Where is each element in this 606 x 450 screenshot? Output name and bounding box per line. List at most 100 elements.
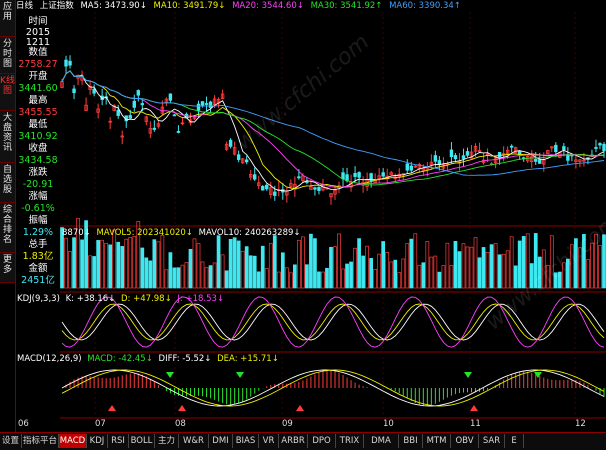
month-label: 07 <box>95 419 106 429</box>
nav-ranking[interactable]: 综合排名 <box>0 203 15 253</box>
tab-e[interactable]: E <box>505 434 524 448</box>
volume-bar <box>188 249 193 289</box>
volume-bar <box>288 272 293 289</box>
nav-kline[interactable]: K线图 <box>0 74 15 111</box>
candle-body <box>240 158 245 164</box>
info-year: 2015 <box>25 27 51 38</box>
candle-body <box>333 189 337 195</box>
volume-bar <box>566 258 570 289</box>
tab-rsi[interactable]: RSI <box>108 434 129 448</box>
kline-chart-area[interactable] <box>60 0 606 432</box>
volume-bar <box>405 243 410 289</box>
nav-app[interactable]: 应用 <box>0 0 15 37</box>
volume-bar <box>441 265 446 289</box>
candle-body <box>248 174 253 178</box>
symbol-name: 上证指数 <box>39 1 74 11</box>
candle-body <box>128 115 132 119</box>
macd-line <box>61 369 605 407</box>
tab--[interactable]: 设置 <box>0 434 22 448</box>
volume-bar <box>594 233 598 289</box>
candle-body <box>421 167 426 171</box>
tab-sar[interactable]: SAR <box>479 434 505 448</box>
volume-bar <box>104 242 109 289</box>
tab-mtm[interactable]: MTM <box>423 434 451 448</box>
month-label: 09 <box>282 419 293 429</box>
candle-body <box>377 175 381 179</box>
volume-bar <box>293 264 297 289</box>
macd-dea: DEA: +15.71↓ <box>217 354 279 364</box>
tab-dma[interactable]: DMA <box>364 434 399 448</box>
kdj-k: K: +38.16↓ <box>65 294 116 304</box>
volume-bar <box>533 233 538 289</box>
candle-body <box>473 145 478 152</box>
kdj-j: J: +18.53↓ <box>177 294 225 304</box>
nav-timeshare[interactable]: 分时图 <box>0 37 15 74</box>
volume-bar <box>345 263 349 289</box>
tab-bias[interactable]: BIAS <box>233 434 259 448</box>
candle-body <box>208 101 213 108</box>
candle-body <box>88 85 92 90</box>
volume-bar <box>156 241 161 289</box>
volume-bar <box>216 235 221 289</box>
sell-signal-arrow <box>236 372 244 378</box>
volume-bar <box>421 262 426 289</box>
volume-bar <box>449 265 454 289</box>
volume-bar <box>268 243 273 289</box>
candle-body <box>72 88 76 94</box>
candle-body <box>76 74 80 79</box>
month-label: 08 <box>175 419 186 429</box>
candle-body <box>602 143 606 152</box>
nav-more[interactable]: 更多 <box>0 253 15 283</box>
volume-bar <box>413 233 418 289</box>
volume-bar <box>128 237 133 289</box>
tab-kdj[interactable]: KDJ <box>87 434 108 448</box>
volume-bar <box>417 264 422 289</box>
nav-watchlist[interactable]: 自选股 <box>0 163 15 203</box>
candle-body <box>261 185 265 191</box>
volume-bar <box>598 245 602 289</box>
candle-body <box>469 151 474 159</box>
candle-body <box>293 183 297 190</box>
candle-body <box>574 159 578 163</box>
tab-dmi[interactable]: DMI <box>209 434 233 448</box>
volume-header: 8870↓ MAVOL5: 202341020↓ MAVOL10: 240263… <box>62 228 304 239</box>
volume-bar <box>493 243 498 289</box>
volume-bar <box>260 245 265 289</box>
tab--[interactable]: 指标平台 <box>22 434 59 448</box>
volume-bar <box>301 236 305 289</box>
vol-readout: 8870↓ <box>62 228 91 238</box>
candle-body <box>449 149 454 158</box>
tab-bbi[interactable]: BBI <box>399 434 423 448</box>
tab-macd[interactable]: MACD <box>59 434 87 448</box>
candle-body <box>257 182 261 186</box>
ma-line <box>61 70 605 186</box>
volume-bar <box>561 262 566 289</box>
tab-dpo[interactable]: DPO <box>308 434 336 448</box>
volume-bar <box>389 261 394 289</box>
volume-bar <box>457 251 462 289</box>
nav-market-news[interactable]: 大盘资讯 <box>0 111 15 163</box>
volume-bar <box>429 256 434 289</box>
candle-body <box>465 151 470 156</box>
volume-bar <box>337 233 341 289</box>
info-amt: 2451亿 <box>21 275 55 286</box>
volume-bar <box>248 255 253 289</box>
buy-signal-arrow <box>470 405 478 411</box>
tab--[interactable]: 主力 <box>155 434 179 448</box>
volume-bar <box>557 271 562 289</box>
high-label: 最高 <box>28 95 48 106</box>
tab-w-r[interactable]: W&R <box>179 434 209 448</box>
info-value: 2758.27 <box>18 59 58 70</box>
amt-label: 金额 <box>28 263 48 274</box>
tab-trix[interactable]: TRIX <box>336 434 364 448</box>
candle-body <box>108 120 112 123</box>
candle-body <box>144 116 149 122</box>
volume-bar <box>529 263 534 289</box>
tab-boll[interactable]: BOLL <box>129 434 155 448</box>
volume-bar <box>132 236 137 289</box>
tab-vr[interactable]: VR <box>259 434 279 448</box>
tab-obv[interactable]: OBV <box>451 434 479 448</box>
left-nav: 应用 分时图 K线图 大盘资讯 自选股 综合排名 更多 <box>0 0 16 432</box>
volume-bar <box>453 240 458 289</box>
tab-arbr[interactable]: ARBR <box>279 434 308 448</box>
